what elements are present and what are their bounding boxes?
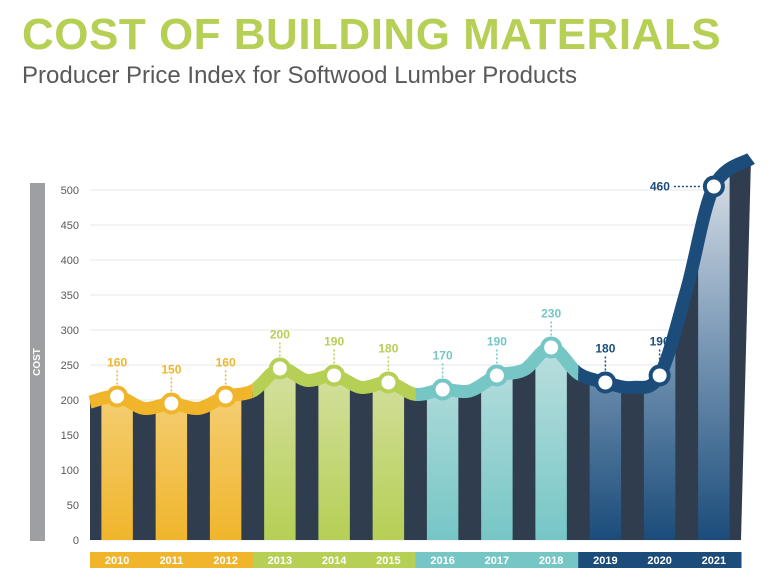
data-point — [106, 385, 129, 408]
data-point — [268, 357, 291, 380]
x-tick-label: 2011 — [159, 555, 183, 567]
data-label: 190 — [324, 335, 344, 349]
y-axis: COST 0 50 100 150 200 250 300 350 400 450 500 — [30, 183, 79, 547]
y-tick-label: 150 — [61, 430, 79, 442]
data-label: 150 — [161, 363, 181, 377]
x-tick-label: 2010 — [105, 555, 129, 567]
data-point — [594, 371, 617, 394]
year-strip — [524, 552, 579, 568]
x-tick-label: 2017 — [485, 555, 509, 567]
data-point — [214, 385, 237, 408]
data-label: 460 — [650, 180, 670, 194]
data-point — [160, 392, 183, 415]
year-strip — [198, 552, 254, 568]
year-strip — [415, 552, 471, 568]
year-strip — [90, 552, 145, 568]
y-tick-label: 450 — [61, 220, 79, 232]
y-axis-label: COST — [32, 348, 43, 376]
dark-area — [90, 158, 751, 540]
y-tick-label: 250 — [61, 360, 79, 372]
price-line-segment — [415, 341, 579, 402]
year-strip — [252, 552, 308, 568]
data-label: 190 — [650, 335, 670, 349]
data-point — [431, 378, 454, 401]
year-strip — [686, 552, 742, 568]
chart-subtitle: Producer Price Index for Softwood Lumber… — [22, 62, 577, 89]
data-markers: 160 150 160 200 190 180 170 190 230 180 190 460 — [106, 175, 725, 415]
data-point — [323, 364, 346, 387]
y-tick-label: 200 — [61, 395, 79, 407]
y-tick-label: 50 — [67, 500, 79, 512]
y-tick-label: 0 — [73, 535, 79, 547]
data-label: 180 — [378, 342, 398, 356]
year-strip — [361, 552, 416, 568]
y-tick-label: 400 — [61, 255, 79, 267]
year-strip — [144, 552, 199, 568]
x-tick-label: 2012 — [213, 555, 237, 567]
x-axis: 2010 2011 2012 2013 2014 2015 2016 2017 2018 2019… — [90, 552, 742, 568]
chart-title: COST OF BUILDING MATERIALS — [22, 10, 722, 59]
x-tick-label: 2014 — [322, 555, 347, 567]
x-tick-label: 2013 — [268, 555, 292, 567]
data-point — [702, 175, 725, 198]
y-axis-bar — [30, 183, 45, 541]
data-label: 230 — [541, 307, 561, 321]
x-tick-label: 2019 — [593, 555, 617, 567]
price-line-segment — [88, 382, 253, 416]
year-strip — [632, 552, 688, 568]
data-label: 170 — [433, 349, 453, 363]
price-line-segment — [578, 152, 755, 395]
data-label: 160 — [216, 356, 236, 370]
data-label: 160 — [107, 356, 127, 370]
x-tick-label: 2021 — [702, 555, 726, 567]
data-label: 200 — [270, 328, 290, 342]
price-line — [88, 152, 755, 416]
year-strip — [469, 552, 525, 568]
x-tick-label: 2016 — [430, 555, 454, 567]
data-point — [485, 364, 508, 387]
year-strip — [578, 552, 633, 568]
y-tick-label: 100 — [61, 465, 79, 477]
data-label: 190 — [487, 335, 507, 349]
x-tick-label: 2020 — [647, 555, 671, 567]
x-tick-label: 2015 — [376, 555, 400, 567]
y-tick-label: 300 — [61, 325, 79, 337]
data-point — [648, 364, 671, 387]
y-tick-label: 500 — [61, 185, 79, 197]
year-strip — [307, 552, 362, 568]
background-bands — [90, 158, 751, 540]
x-tick-label: 2018 — [539, 555, 563, 567]
data-point — [540, 336, 563, 359]
data-point — [377, 371, 400, 394]
data-label: 180 — [595, 342, 615, 356]
y-tick-label: 350 — [61, 290, 79, 302]
